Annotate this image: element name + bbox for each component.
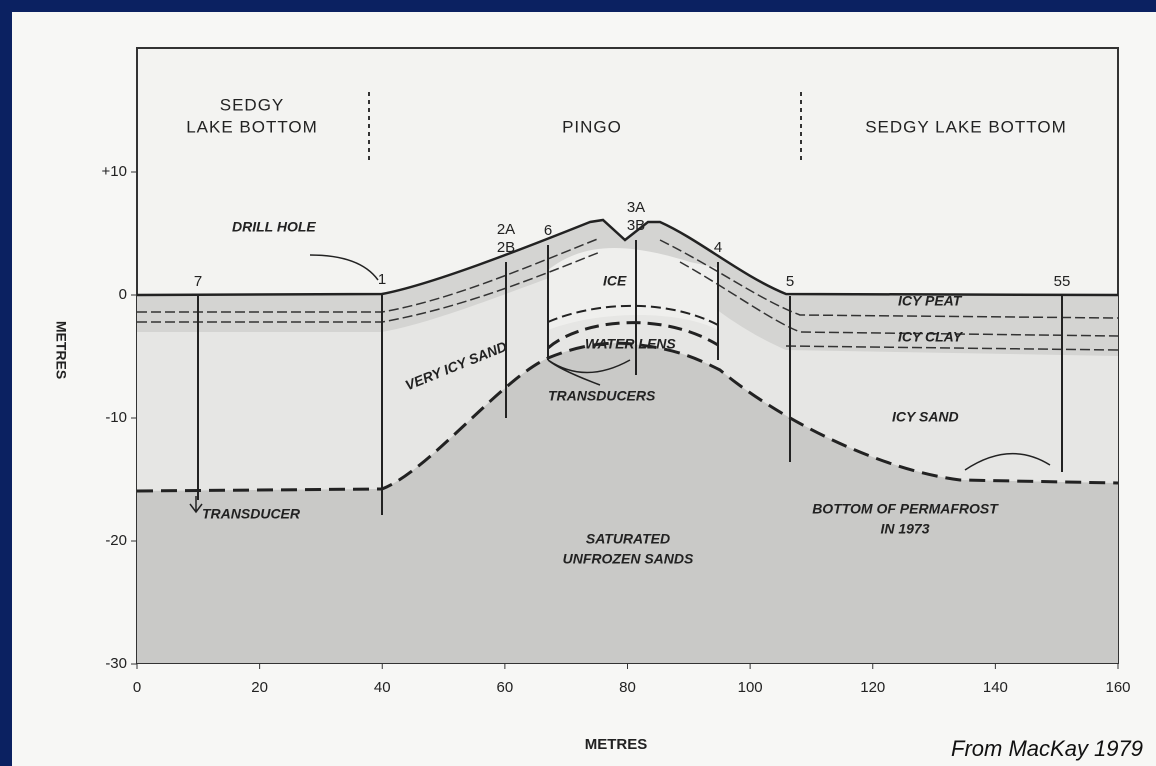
label: ICY CLAY <box>898 329 964 345</box>
credit: From MacKay 1979 <box>951 736 1143 761</box>
label: ICE <box>603 273 627 289</box>
y-tick-label: -30 <box>105 655 127 672</box>
x-tick-label: 120 <box>860 679 885 696</box>
page: SEDGY LAKE BOTTOM PINGO SEDGY LAKE BOTTO… <box>0 0 1156 766</box>
drill-hole-label: 2A <box>497 221 515 238</box>
header-center: PINGO <box>562 117 622 136</box>
drill-hole-label: 3A <box>627 199 645 216</box>
label: TRANSDUCER <box>202 506 301 522</box>
drill-hole-label: 5 <box>786 273 794 290</box>
x-tick-label: 60 <box>497 679 514 696</box>
x-tick-label: 20 <box>251 679 268 696</box>
drill-hole-label: 4 <box>714 239 722 256</box>
label: SATURATED <box>586 531 670 547</box>
x-tick-label: 160 <box>1105 679 1130 696</box>
x-tick-label: 80 <box>619 679 636 696</box>
y-axis-label: METRES <box>53 321 69 379</box>
drill-hole-label: 7 <box>194 273 202 290</box>
x-axis-label: METRES <box>585 736 648 753</box>
y-tick-label: -20 <box>105 532 127 549</box>
label: WATER LENS <box>585 336 676 352</box>
label: TRANSDUCERS <box>548 388 656 404</box>
label: IN 1973 <box>880 521 929 537</box>
label: ICY SAND <box>892 409 959 425</box>
drill-hole-label: 55 <box>1054 273 1071 290</box>
x-tick-label: 0 <box>133 679 141 696</box>
label: DRILL HOLE <box>232 219 316 235</box>
x-tick-label: 140 <box>983 679 1008 696</box>
header-right: SEDGY LAKE BOTTOM <box>865 117 1067 136</box>
x-tick-label: 40 <box>374 679 391 696</box>
drill-hole-label: 2B <box>497 239 515 256</box>
label: ICY PEAT <box>898 293 963 309</box>
drill-hole-label: 6 <box>544 222 552 239</box>
header-left: LAKE BOTTOM <box>186 117 318 136</box>
drill-hole-label: 3B <box>627 217 645 234</box>
y-tick-label: 0 <box>119 286 127 303</box>
y-tick-label: +10 <box>102 163 127 180</box>
drill-hole-label: 1 <box>378 271 386 288</box>
label: UNFROZEN SANDS <box>563 551 694 567</box>
x-tick-label: 100 <box>738 679 763 696</box>
header-left: SEDGY <box>220 95 285 114</box>
label: BOTTOM OF PERMAFROST <box>812 501 999 517</box>
y-tick-label: -10 <box>105 409 127 426</box>
